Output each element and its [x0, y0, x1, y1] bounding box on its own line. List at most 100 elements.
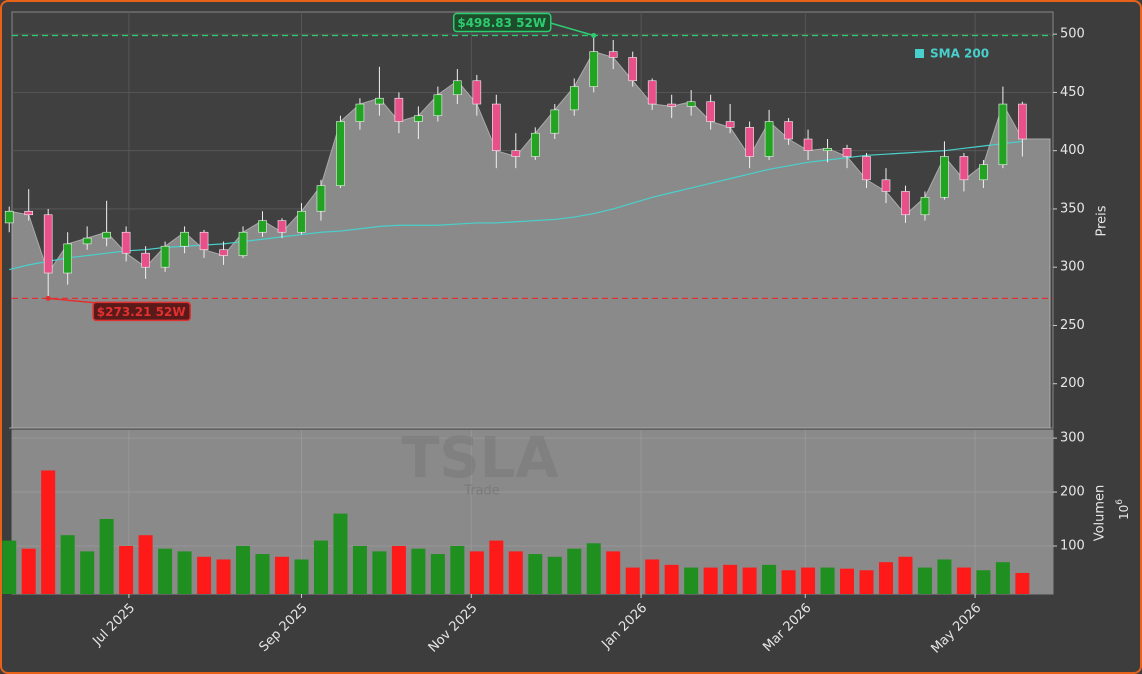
- candle-body: [238, 231, 248, 256]
- x-tick-label: Sep 2025: [257, 601, 311, 655]
- volume-bar: [430, 554, 445, 594]
- ticker-sub: Trade: [463, 484, 500, 499]
- candle-body: [472, 80, 482, 105]
- candle-body: [433, 94, 443, 117]
- candle-body: [667, 103, 676, 107]
- candle-body: [277, 220, 287, 233]
- candle-body: [219, 249, 228, 256]
- candle-body: [530, 132, 540, 157]
- y-tick-label: 200: [1060, 376, 1085, 391]
- volume-bar: [411, 548, 426, 594]
- candle-body: [803, 138, 813, 151]
- candle-body: [628, 57, 638, 82]
- volume-bar: [625, 567, 640, 594]
- volume-bar: [352, 545, 367, 594]
- candle-body: [979, 164, 988, 181]
- volume-bar: [508, 551, 523, 594]
- volume-bar: [333, 513, 348, 594]
- candle-body: [589, 51, 599, 87]
- candle-body: [764, 121, 774, 157]
- y-tick-label: 250: [1060, 318, 1085, 333]
- candle-body: [414, 115, 423, 122]
- volume-bar: [859, 570, 874, 594]
- candle-body: [24, 210, 34, 216]
- volume-bar: [274, 556, 289, 594]
- annotation-label: $273.21 52W: [97, 305, 186, 319]
- volume-bar: [898, 556, 913, 594]
- candle-body: [745, 127, 754, 157]
- candle-body: [920, 196, 930, 216]
- candle-body: [43, 214, 53, 274]
- x-tick-label: Mar 2026: [760, 601, 814, 655]
- candle-body: [784, 121, 793, 140]
- candle-body: [199, 231, 209, 251]
- volume-bar: [645, 559, 660, 594]
- volume-bar: [372, 551, 387, 594]
- volume-bar: [762, 564, 777, 594]
- volume-bar: [313, 540, 328, 594]
- volume-bar: [703, 567, 718, 594]
- volume-bar: [60, 535, 75, 594]
- volume-bar: [450, 545, 465, 594]
- candle-body: [959, 156, 969, 181]
- candle-body: [511, 150, 521, 157]
- x-tick-label: Jan 2026: [599, 601, 651, 653]
- annotation-arrow: [548, 21, 594, 37]
- volume-bar: [216, 559, 231, 594]
- volume-bar: [138, 535, 153, 594]
- candle-body: [940, 156, 949, 198]
- volume-bar: [21, 548, 36, 594]
- candle-body: [453, 80, 462, 96]
- volume-bar: [2, 540, 17, 594]
- y-tick-label: 500: [1060, 27, 1085, 42]
- annotation-label: $498.83 52W: [457, 16, 546, 30]
- volume-bar: [586, 543, 601, 594]
- volume-bar: [878, 562, 893, 594]
- volume-scale-label: 106: [1115, 499, 1131, 520]
- x-tick-label: May 2026: [928, 601, 984, 657]
- scale-exponent: 6: [1115, 499, 1125, 505]
- volume-bar: [995, 562, 1010, 594]
- volume-bar: [547, 556, 562, 594]
- volume-bar: [723, 564, 738, 594]
- volume-bar: [236, 545, 251, 594]
- candle-body: [725, 121, 735, 128]
- candle-body: [141, 252, 150, 268]
- volume-bar: [255, 554, 270, 594]
- volume-bar: [937, 559, 952, 594]
- candle-body: [998, 103, 1008, 165]
- candle-body: [258, 220, 267, 233]
- volume-bar: [917, 567, 932, 594]
- volume-bar: [820, 567, 835, 594]
- candle-body: [121, 231, 131, 254]
- volume-bar: [801, 567, 816, 594]
- volume-bar: [606, 551, 621, 594]
- candle-body: [647, 80, 657, 105]
- volume-bar: [80, 551, 95, 594]
- candle-body: [4, 210, 14, 224]
- candle-body: [550, 109, 560, 134]
- y-tick-label: 450: [1060, 85, 1085, 100]
- volume-bar: [684, 567, 699, 594]
- volume-bar: [567, 548, 582, 594]
- volume-bar: [528, 554, 543, 594]
- candle-body: [862, 156, 871, 181]
- volume-bar: [489, 540, 504, 594]
- volume-bar: [99, 519, 114, 594]
- volume-bar: [177, 551, 192, 594]
- y-tick-label: 300: [1060, 260, 1085, 275]
- volume-bar: [664, 564, 679, 594]
- legend-label: SMA 200: [930, 47, 989, 61]
- candle-body: [63, 243, 72, 274]
- candle-body: [355, 103, 365, 122]
- candle-body: [82, 237, 92, 245]
- volume-bar: [1015, 572, 1030, 594]
- candle-body: [823, 148, 832, 151]
- volume-bar: [391, 545, 406, 594]
- y-tick-label: 100: [1060, 538, 1085, 553]
- legend-swatch: [915, 49, 924, 58]
- y-tick-label: 200: [1060, 485, 1085, 500]
- y-tick-label: 350: [1060, 201, 1085, 216]
- candle-body: [180, 231, 189, 247]
- volume-bar: [742, 567, 757, 594]
